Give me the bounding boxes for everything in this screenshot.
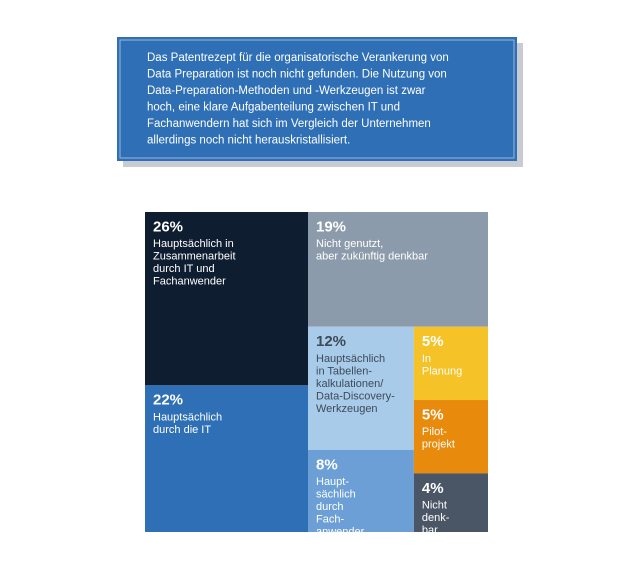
tile-label: kalkulationen/	[316, 378, 384, 390]
intro-line: hoch, eine klare Aufgabenteilung zwische…	[147, 102, 400, 114]
tile-label: aber zukünftig denkbar	[316, 251, 428, 263]
intro-line: Data-Preparation-Methoden und -Werkzeuge…	[147, 85, 426, 97]
tile-label: Nicht	[422, 500, 447, 512]
intro-line: Fachanwendern hat sich im Vergleich der …	[147, 118, 431, 130]
tile-label: In	[422, 353, 431, 365]
tile	[413, 400, 488, 474]
tile-label: Nicht genutzt,	[316, 238, 383, 250]
tile-label: durch IT und	[153, 263, 215, 275]
value-label: 22%	[153, 392, 183, 409]
tile-label: denk-	[422, 512, 450, 524]
intro-border	[119, 39, 515, 159]
value-label: 5%	[422, 333, 444, 350]
value-label: 12%	[316, 333, 346, 350]
value-label: 4%	[422, 480, 444, 497]
tile-label: anwender	[316, 526, 365, 538]
tile-label: projekt	[422, 439, 455, 451]
value-label: 26%	[153, 218, 183, 235]
tile	[308, 212, 488, 327]
tile-label: Planung	[422, 365, 462, 377]
tile	[308, 326, 414, 450]
tile	[308, 449, 414, 532]
tile-label: durch	[316, 501, 344, 513]
tile	[145, 212, 309, 386]
intro-line: Das Patentrezept für die organisatorisch…	[147, 52, 449, 64]
tile	[145, 385, 309, 532]
tile-label: Zusammenarbeit	[153, 251, 236, 263]
tile-label: Fachanwender	[153, 276, 226, 288]
value-label: 5%	[422, 406, 444, 423]
intro-line: allerdings noch nicht herauskristallisie…	[147, 135, 350, 147]
tile-label: durch die IT	[153, 424, 211, 436]
tile-label: Hauptsächlich in	[153, 238, 234, 250]
tile-label: Hauptsächlich	[316, 353, 385, 365]
intro-line: Data Preparation ist noch nicht gefunden…	[147, 69, 447, 81]
tile-label: Werkzeugen	[316, 403, 378, 415]
value-label: 19%	[316, 218, 346, 235]
tile-label: Data-Discovery-	[316, 390, 395, 402]
tile	[413, 473, 488, 532]
intro-box	[117, 37, 517, 161]
tile-label: Pilot-	[422, 426, 447, 438]
value-label: 8%	[316, 456, 338, 473]
tile-label: Haupt-	[316, 476, 349, 488]
tile-label: Hauptsächlich	[153, 412, 222, 424]
tile-label: sächlich	[316, 489, 356, 501]
tile-label: bar	[422, 525, 438, 537]
tile	[413, 326, 488, 401]
tile-label: in Tabellen-	[316, 365, 372, 377]
tile-label: Fach-	[316, 514, 344, 526]
intro-text: Das Patentrezept für die organisatorisch…	[147, 52, 449, 147]
